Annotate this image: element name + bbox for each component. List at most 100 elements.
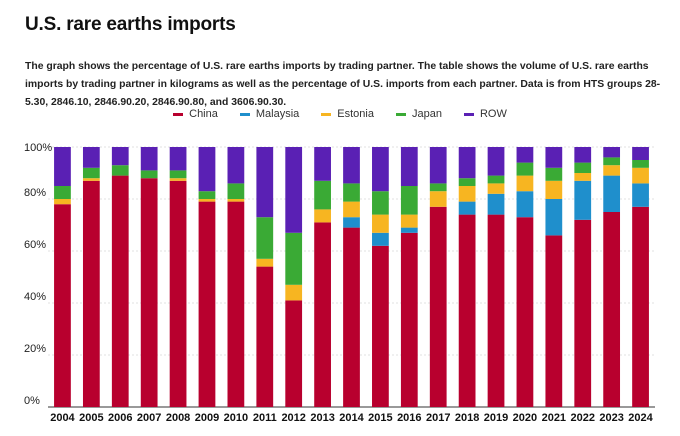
bar-segment-china-2007: [140, 178, 158, 407]
bar-segment-estonia-2017: [429, 191, 447, 207]
bar-segment-row-2016: [400, 147, 418, 186]
legend-item-china: China: [173, 108, 218, 120]
bar-segment-row-2023: [603, 147, 621, 158]
bar-segment-estonia-2019: [487, 183, 505, 194]
bar-segment-estonia-2015: [372, 214, 389, 233]
bar-segment-japan-2013: [314, 180, 331, 210]
bar-segment-japan-2018: [458, 178, 476, 186]
bar-segment-china-2005: [82, 180, 100, 407]
y-tick-label: 60%: [24, 239, 46, 251]
x-tick-label: 2018: [455, 412, 479, 424]
bar-segment-estonia-2012: [285, 284, 303, 301]
bar-segment-china-2018: [458, 214, 476, 407]
bar-segment-malaysia-2022: [574, 180, 592, 220]
bar-segment-china-2019: [487, 214, 505, 407]
chart-title: U.S. rare earths imports: [25, 14, 236, 35]
x-tick-label: 2023: [599, 412, 623, 424]
bar-segment-estonia-2016: [400, 214, 418, 228]
bar-segment-row-2019: [487, 147, 505, 176]
x-tick-label: 2014: [339, 412, 364, 424]
bar-segment-japan-2009: [198, 191, 216, 199]
x-tick-label: 2019: [484, 412, 508, 424]
x-tick-label: 2012: [281, 412, 305, 424]
bar-segment-row-2015: [372, 147, 389, 192]
legend-label: Estonia: [337, 108, 374, 120]
x-tick-label: 2009: [195, 412, 219, 424]
bar-segment-china-2006: [111, 175, 129, 407]
bar-segment-japan-2012: [285, 232, 303, 285]
bar-segment-row-2017: [429, 147, 447, 184]
bar-segment-row-2006: [111, 147, 129, 166]
legend-item-row: ROW: [463, 108, 507, 120]
bar-segment-estonia-2004: [54, 199, 71, 205]
bar-segment-estonia-2005: [82, 178, 100, 181]
bar-segment-row-2010: [227, 147, 245, 184]
legend-label: China: [189, 108, 218, 120]
bar-segment-japan-2024: [632, 160, 649, 168]
bar-segment-japan-2011: [256, 217, 274, 259]
bar-segment-china-2017: [429, 206, 447, 407]
x-tick-label: 2016: [397, 412, 421, 424]
y-tick-label: 40%: [24, 291, 46, 303]
bar-segment-row-2024: [632, 147, 649, 160]
bar-segment-malaysia-2015: [372, 232, 389, 246]
x-tick-label: 2010: [224, 412, 248, 424]
bar-segment-malaysia-2023: [603, 175, 621, 212]
bar-segment-row-2021: [545, 147, 563, 168]
bar-segment-row-2007: [140, 147, 158, 171]
bar-segment-china-2016: [400, 232, 418, 407]
x-tick-label: 2007: [137, 412, 161, 424]
legend-label: ROW: [479, 108, 507, 120]
bar-segment-malaysia-2021: [545, 199, 563, 236]
bar-segment-japan-2017: [429, 183, 447, 192]
x-tick-label: 2005: [79, 412, 103, 424]
bar-segment-japan-2023: [603, 157, 621, 166]
bar-segment-malaysia-2019: [487, 193, 505, 215]
x-tick-label: 2015: [368, 412, 392, 424]
bar-segment-china-2004: [54, 204, 71, 407]
bar-segment-malaysia-2020: [516, 191, 534, 218]
bar-segment-estonia-2020: [516, 175, 534, 192]
bar-segment-japan-2004: [54, 186, 71, 199]
x-tick-label: 2013: [310, 412, 334, 424]
y-tick-label: 100%: [24, 142, 52, 154]
bar-segment-japan-2015: [372, 191, 389, 215]
legend-swatch: [321, 112, 332, 116]
bar-segment-row-2012: [285, 147, 303, 233]
bar-segment-row-2013: [314, 147, 331, 181]
bar-segment-japan-2006: [111, 165, 129, 176]
bar-segment-japan-2019: [487, 175, 505, 184]
bar-segment-row-2008: [169, 147, 187, 171]
bar-segment-japan-2010: [227, 183, 245, 199]
bar-segment-china-2024: [632, 206, 649, 407]
bar-segment-china-2008: [169, 180, 187, 407]
bar-segment-china-2023: [603, 212, 621, 407]
bar-segment-estonia-2010: [227, 199, 245, 202]
bar-segment-row-2004: [54, 147, 71, 186]
bar-segment-row-2005: [82, 147, 100, 168]
legend-item-japan: Japan: [395, 108, 442, 120]
bar-segment-china-2012: [285, 300, 303, 407]
bar-segment-japan-2014: [343, 183, 360, 202]
legend-swatch: [395, 112, 406, 116]
bar-segment-row-2022: [574, 147, 592, 163]
bar-segment-china-2014: [343, 227, 360, 407]
chart-legend: China Malaysia Estonia Japan ROW: [0, 108, 680, 120]
bar-segment-china-2010: [227, 201, 245, 407]
bar-segment-china-2022: [574, 219, 592, 407]
bar-segment-china-2020: [516, 217, 534, 407]
bar-segment-japan-2022: [574, 162, 592, 173]
bar-segment-estonia-2014: [343, 201, 360, 218]
legend-swatch: [463, 112, 474, 116]
bar-segment-estonia-2013: [314, 209, 331, 223]
bar-segment-malaysia-2016: [400, 227, 418, 233]
bar-segment-estonia-2009: [198, 199, 216, 202]
bar-segment-estonia-2021: [545, 180, 563, 199]
x-tick-label: 2020: [513, 412, 537, 424]
legend-item-malaysia: Malaysia: [239, 108, 299, 120]
bar-segment-row-2020: [516, 147, 534, 163]
bar-segment-china-2015: [372, 245, 389, 407]
bar-segment-estonia-2023: [603, 165, 621, 176]
bar-segment-japan-2021: [545, 167, 563, 181]
bar-segment-china-2009: [198, 201, 216, 407]
